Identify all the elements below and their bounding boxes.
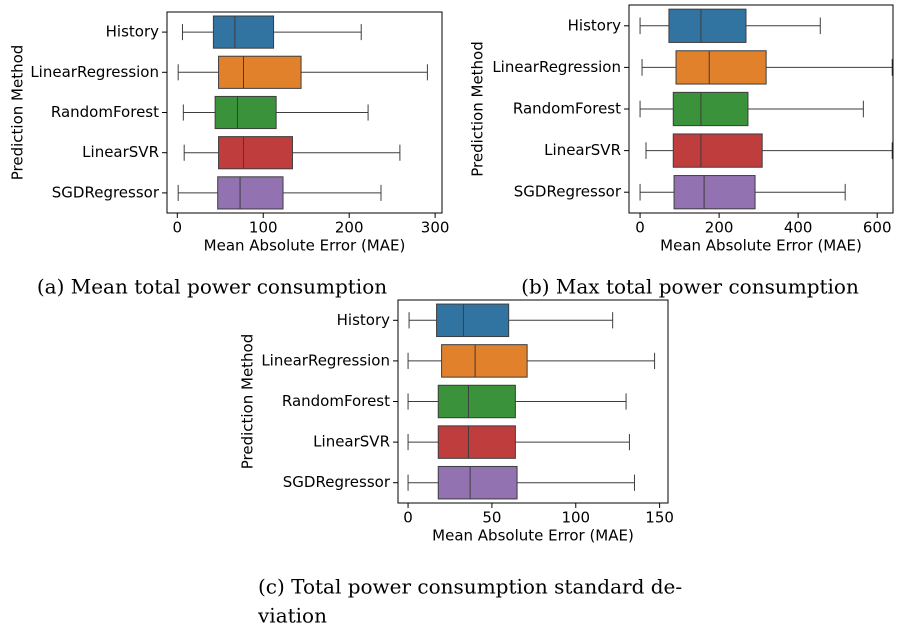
plot-frame [166, 11, 443, 214]
box [217, 176, 284, 210]
box [437, 465, 518, 500]
box [441, 344, 528, 378]
x-axis-label: Mean Absolute Error (MAE) [204, 237, 406, 255]
y-axis-label: Prediction Method [239, 334, 257, 470]
box [212, 15, 275, 49]
y-tick-label: History [568, 16, 621, 34]
y-tick-label: LinearSVR [313, 433, 390, 451]
x-tick-label: 0 [173, 219, 183, 237]
box [672, 91, 749, 127]
y-tick-label: LinearRegression [30, 63, 159, 81]
box [673, 175, 756, 210]
x-tick-label: 400 [784, 219, 813, 237]
y-tick-label: LinearRegression [261, 351, 390, 369]
caption: (b) Max total power consumption [521, 275, 859, 299]
box [675, 50, 767, 85]
y-tick-label: History [106, 23, 159, 41]
y-tick-label: RandomForest [513, 100, 621, 118]
x-tick-label: 200 [705, 219, 734, 237]
x-tick-label: 200 [335, 219, 364, 237]
box [668, 8, 747, 43]
plot-frame [397, 299, 669, 504]
x-axis-label: Mean Absolute Error (MAE) [432, 527, 634, 545]
y-tick-label: RandomForest [282, 392, 390, 410]
x-tick-label: 0 [403, 509, 413, 527]
box [214, 95, 277, 130]
caption: viation [257, 604, 327, 628]
x-tick-label: 50 [482, 509, 501, 527]
box [436, 303, 510, 338]
x-tick-label: 150 [645, 509, 674, 527]
y-tick-label: SGDRegressor [283, 473, 391, 491]
y-tick-label: RandomForest [51, 103, 159, 121]
caption: (c) Total power consumption standard de- [258, 575, 682, 599]
x-tick-label: 100 [249, 219, 278, 237]
caption: (a) Mean total power consumption [37, 275, 387, 299]
x-tick-label: 0 [635, 219, 645, 237]
x-tick-label: 100 [561, 509, 590, 527]
box [218, 136, 293, 170]
y-tick-label: LinearSVR [82, 143, 159, 161]
box [437, 425, 516, 459]
box [218, 55, 302, 89]
y-tick-label: LinearRegression [492, 58, 621, 76]
box [672, 133, 763, 168]
y-axis-label: Prediction Method [469, 41, 487, 177]
box [437, 384, 516, 419]
x-axis-label: Mean Absolute Error (MAE) [660, 237, 862, 255]
y-axis-label: Prediction Method [9, 45, 27, 181]
plot-frame [628, 4, 894, 214]
x-tick-label: 300 [421, 219, 450, 237]
y-tick-label: LinearSVR [544, 141, 621, 159]
y-tick-label: History [337, 311, 390, 329]
x-tick-label: 600 [863, 219, 892, 237]
y-tick-label: SGDRegressor [514, 183, 622, 201]
y-tick-label: SGDRegressor [52, 183, 160, 201]
